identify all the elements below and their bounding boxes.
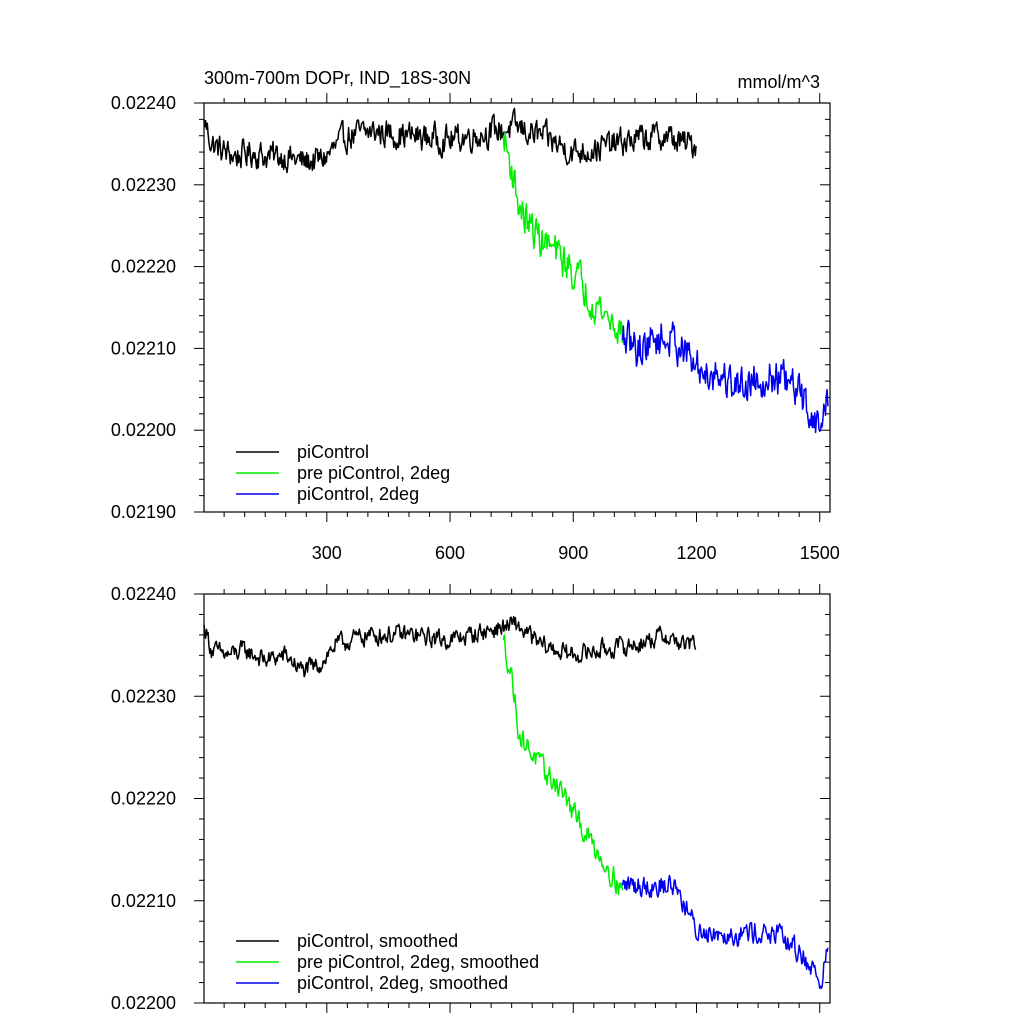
x-tick-label: 1200: [676, 543, 716, 563]
plot-frame: [203, 102, 831, 513]
x-tick-label: 300: [312, 543, 342, 563]
legend-label: piControl, 2deg: [297, 484, 419, 504]
y-tick-label: 0.02240: [111, 584, 176, 604]
y-tick-label: 0.02230: [111, 686, 176, 706]
y-tick-label: 0.02210: [111, 338, 176, 358]
y-tick-label: 0.02230: [111, 175, 176, 195]
series-line-picontrol-2deg: [621, 319, 829, 434]
y-tick-label: 0.02240: [111, 93, 176, 113]
x-tick-label: 1500: [800, 543, 840, 563]
legend-label: piControl, 2deg, smoothed: [297, 973, 508, 993]
chart-title: 300m-700m DOPr, IND_18S-30N: [204, 68, 471, 89]
series-line-picontrol-2deg-smoothed: [621, 874, 829, 990]
legend-label: pre piControl, 2deg: [297, 463, 450, 483]
y-tick-label: 0.02220: [111, 789, 176, 809]
y-tick-label: 0.02200: [111, 420, 176, 440]
x-tick-label: 900: [558, 543, 588, 563]
legend-label: piControl: [297, 442, 369, 462]
y-tick-label: 0.02190: [111, 502, 176, 522]
y-tick-label: 0.02220: [111, 257, 176, 277]
legend-label: pre piControl, 2deg, smoothed: [297, 952, 539, 972]
y-tick-label: 0.02200: [111, 993, 176, 1013]
x-tick-label: 600: [435, 543, 465, 563]
series-line-picontrol-smoothed: [203, 615, 697, 678]
units-label: mmol/m^3: [738, 72, 820, 92]
series-line-picontrol: [203, 107, 697, 174]
legend-label: piControl, smoothed: [297, 931, 458, 951]
series-line-pre-picontrol-2deg: [502, 131, 624, 345]
bottom-panel: 0.02200 0.02210 0.02220 0.02230 0.02240 piCon…: [111, 584, 831, 1013]
y-tick-label: 0.02210: [111, 891, 176, 911]
top-panel: 300 600 900 1200 1500 0.02190 0.02200 0.02210 0.…: [111, 93, 840, 563]
series-line-pre-picontrol-2deg-smoothed: [502, 634, 624, 896]
